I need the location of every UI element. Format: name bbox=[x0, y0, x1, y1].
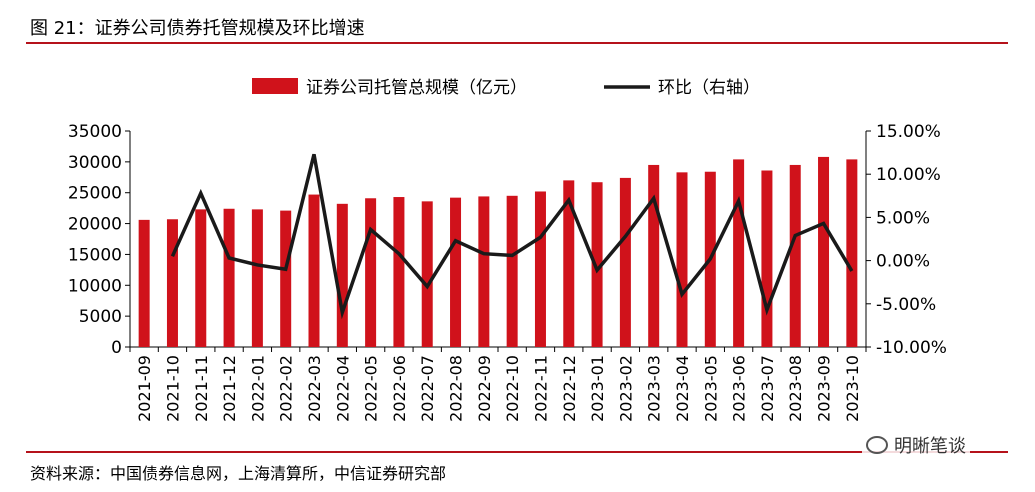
left-tick-label: 15000 bbox=[68, 245, 122, 265]
bar bbox=[733, 159, 745, 347]
x-tick-label: 2021-10 bbox=[163, 355, 182, 422]
x-tick-label: 2023-07 bbox=[758, 355, 777, 422]
bar bbox=[308, 194, 320, 347]
bar bbox=[846, 159, 858, 347]
left-tick-label: 10000 bbox=[68, 276, 122, 296]
bar bbox=[676, 172, 688, 347]
x-tick-label: 2022-08 bbox=[447, 355, 466, 422]
right-tick-label: -10.00% bbox=[876, 338, 947, 358]
bar bbox=[336, 203, 348, 347]
source-note: 资料来源：中国债券信息网，上海清算所，中信证券研究部 bbox=[30, 464, 447, 483]
bar bbox=[789, 164, 801, 347]
legend-label-line: 环比（右轴） bbox=[658, 78, 760, 98]
left-tick-label: 30000 bbox=[68, 153, 122, 173]
watermark-text: 明晰笔谈 bbox=[894, 436, 966, 457]
x-tick-label: 2023-10 bbox=[843, 355, 862, 422]
x-tick-label: 2021-11 bbox=[192, 355, 211, 422]
bar bbox=[563, 180, 575, 347]
bar bbox=[450, 197, 462, 347]
legend-swatch-bar bbox=[252, 78, 298, 94]
bar bbox=[421, 201, 433, 347]
footer-rule bbox=[26, 451, 1008, 453]
bar bbox=[506, 195, 518, 347]
bar bbox=[166, 219, 178, 347]
x-tick-label: 2022-10 bbox=[503, 355, 522, 422]
x-tick-label: 2022-03 bbox=[305, 355, 324, 422]
x-tick-label: 2022-11 bbox=[531, 355, 550, 422]
left-tick-label: 0 bbox=[111, 338, 122, 358]
right-tick-label: -5.00% bbox=[876, 295, 936, 315]
x-tick-label: 2022-04 bbox=[333, 355, 352, 422]
bar bbox=[195, 209, 207, 347]
x-tick-label: 2021-09 bbox=[135, 355, 154, 422]
bar bbox=[619, 177, 631, 347]
legend-label-bar: 证券公司托管总规模（亿元） bbox=[306, 78, 527, 98]
left-tick-label: 35000 bbox=[68, 122, 122, 142]
watermark: 明晰笔谈 bbox=[862, 432, 970, 458]
bar bbox=[251, 209, 263, 347]
bar bbox=[365, 198, 377, 347]
left-tick-label: 5000 bbox=[79, 307, 122, 327]
x-tick-label: 2023-01 bbox=[588, 355, 607, 422]
x-tick-label: 2022-06 bbox=[390, 355, 409, 422]
x-tick-label: 2022-05 bbox=[362, 355, 381, 422]
x-tick-label: 2023-02 bbox=[616, 355, 635, 422]
x-tick-label: 2022-07 bbox=[418, 355, 437, 422]
x-tick-label: 2023-06 bbox=[730, 355, 749, 422]
figure-title: 图 21：证券公司债券托管规模及环比增速 bbox=[30, 18, 365, 39]
right-tick-label: 15.00% bbox=[876, 122, 941, 142]
title-rule bbox=[26, 42, 1008, 44]
bar bbox=[534, 191, 546, 347]
x-tick-label: 2022-12 bbox=[560, 355, 579, 422]
wechat-icon bbox=[866, 436, 888, 454]
x-tick-label: 2022-01 bbox=[248, 355, 267, 422]
bar bbox=[591, 182, 603, 347]
line-series bbox=[170, 153, 854, 320]
bar bbox=[223, 208, 235, 347]
x-tick-label: 2023-05 bbox=[701, 355, 720, 422]
x-tick-label: 2023-03 bbox=[645, 355, 664, 422]
bar bbox=[648, 164, 660, 347]
x-tick-label: 2023-09 bbox=[815, 355, 834, 422]
bar bbox=[280, 210, 292, 347]
left-tick-label: 25000 bbox=[68, 184, 122, 204]
bar bbox=[393, 197, 405, 347]
x-tick-label: 2021-12 bbox=[220, 355, 239, 422]
bar bbox=[818, 156, 830, 347]
x-tick-label: 2022-02 bbox=[277, 355, 296, 422]
right-tick-label: 0.00% bbox=[876, 252, 930, 272]
x-tick-label: 2023-08 bbox=[786, 355, 805, 422]
right-tick-label: 5.00% bbox=[876, 208, 930, 228]
bar bbox=[138, 219, 150, 347]
x-tick-label: 2022-09 bbox=[475, 355, 494, 422]
right-tick-label: 10.00% bbox=[876, 165, 941, 185]
left-tick-label: 20000 bbox=[68, 215, 122, 235]
x-tick-label: 2023-04 bbox=[673, 355, 692, 422]
bar bbox=[761, 170, 773, 347]
bar bbox=[478, 196, 490, 347]
